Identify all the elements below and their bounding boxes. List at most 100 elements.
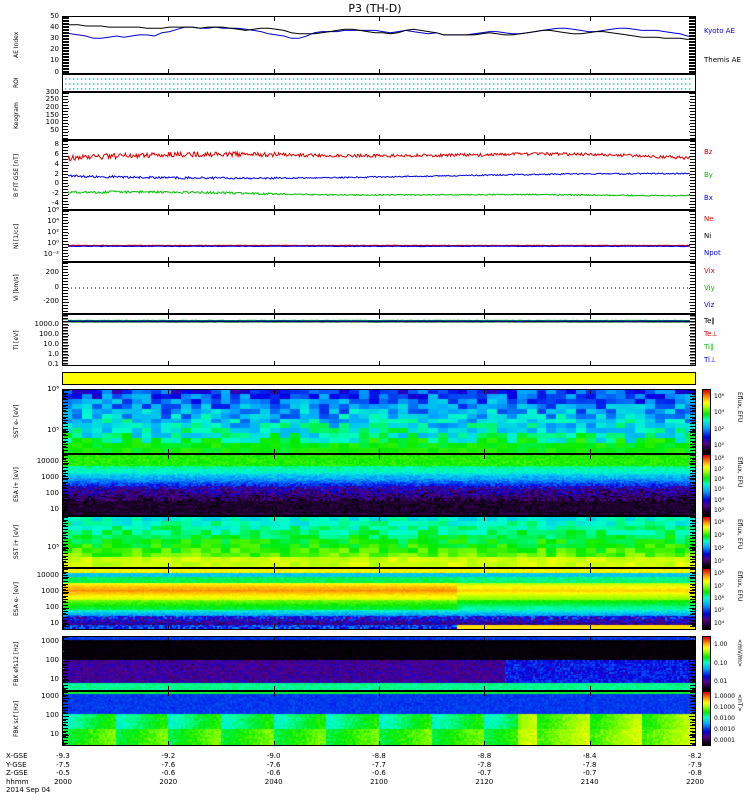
axis-row-value-hhmm-0: 2000 [54, 777, 72, 786]
ytick-label-b-fit-0: -4 [52, 198, 59, 207]
roi-dotted-lines [65, 78, 693, 90]
ytick-label-esa-e-2: 1000 [41, 586, 59, 595]
series-by [63, 172, 695, 181]
xtick-mark [273, 205, 275, 209]
xtick-mark [484, 69, 486, 73]
panel-ti [62, 314, 696, 366]
axis-row-value-x-gse-1: -9.2 [161, 752, 176, 760]
xtick-mark [484, 361, 486, 365]
ytick-label-esa-e-0: 10 [50, 618, 59, 627]
xtick-mark [589, 141, 591, 145]
axis-row-value-x-gse-5: -8.4 [582, 752, 597, 760]
ytick-label-fbk-scf-2: 1000 [41, 692, 59, 701]
xtick-mark [273, 263, 275, 267]
axis-row-value-x-gse-3: -8.8 [372, 752, 386, 760]
xtick-mark [484, 449, 486, 453]
colorbar-label-sst-e-3: 10⁶ [714, 393, 725, 401]
colorbar-label-esa-e-0: 10⁴ [714, 619, 725, 627]
ytick-label-esa-e-3: 10000 [36, 571, 59, 580]
xtick-mark [379, 141, 380, 145]
xtick-mark [168, 511, 170, 515]
colorbar-label-esa-e-4: 10⁸ [714, 570, 725, 578]
ytick-label-ae-index-3: 30 [50, 33, 59, 42]
xtick-mark [589, 17, 591, 21]
axis-row-value-y-gse-3: -7.7 [372, 760, 386, 769]
axis-row-value-x-gse-4: -8.8 [477, 752, 492, 760]
xtick-mark [695, 141, 696, 145]
legend-label-ti-2: Ti∥ [704, 342, 714, 351]
xtick-mark [168, 449, 170, 453]
xtick-mark [695, 309, 696, 313]
axis-row-value-y-gse-1: -7.6 [161, 760, 176, 769]
xtick-mark [168, 141, 170, 145]
colorbar-label-esa-i-5: 10⁸ [714, 455, 725, 463]
spectrogram-esa-i [63, 455, 695, 515]
panel-ae-index [62, 16, 696, 74]
panel-esa-i [62, 454, 696, 516]
xtick-mark [273, 69, 275, 73]
xtick-mark [695, 511, 696, 515]
xtick-mark [168, 93, 170, 97]
axis-row-value-x-gse-0: -9.3 [56, 752, 70, 760]
ytick-label-keogram-1: 100 [45, 118, 59, 127]
ytick-label-esa-i-3: 10000 [36, 457, 59, 466]
xtick-mark [484, 455, 486, 459]
ytick-label-fbk-scf-0: 10 [50, 729, 59, 738]
ti-traces [63, 319, 695, 323]
legend-label-b-fit-1: By [704, 171, 713, 179]
ytick-label-keogram-3: 200 [45, 102, 59, 111]
axis-tick-block [63, 211, 68, 261]
legend-label-ni-2: Npot [704, 249, 721, 258]
xtick-mark [168, 686, 170, 690]
colorbar-label-fbk-efs12-2: 1.00 [714, 641, 728, 649]
ytick-label-keogram-5: 300 [45, 87, 59, 96]
xtick-mark [484, 141, 486, 145]
axis-row-value-z-gse-1: -0.6 [161, 769, 176, 777]
xtick-mark [379, 17, 380, 21]
ytick-label-ti-1: 1.0 [47, 349, 59, 358]
spectrogram-sst-e [63, 390, 695, 453]
colorbar-gradient [703, 390, 710, 453]
panel-roi [62, 74, 696, 92]
ae-index-traces [63, 24, 695, 40]
xtick-mark [273, 625, 275, 629]
xtick-mark [589, 135, 591, 139]
xtick-mark [695, 361, 696, 365]
xtick-mark [695, 449, 696, 453]
xtick-mark [168, 625, 170, 629]
xtick-mark [273, 17, 275, 21]
colorbar-label-esa-e-3: 10⁷ [714, 582, 725, 590]
axis-tick-block [690, 93, 695, 139]
xtick-mark [379, 390, 380, 394]
colorbar-fbk-scf [702, 691, 711, 746]
axis-row-label-y-gse: Y-GSE [6, 760, 27, 769]
axis-row-value-z-gse-3: -0.6 [372, 769, 386, 777]
ytick-label-fbk-efs12-0: 10 [50, 674, 59, 683]
xtick-mark [273, 692, 275, 696]
axis-tick-block [63, 263, 68, 313]
ytick-label-fbk-scf-1: 100 [45, 710, 59, 719]
xtick-mark [695, 569, 696, 573]
panel-fbk-efs12 [62, 636, 696, 691]
xtick-mark [168, 17, 170, 21]
axis-row-value-hhmm-5: 2140 [580, 777, 599, 786]
xtick-mark [168, 69, 170, 73]
xtick-mark [695, 625, 696, 629]
ytick-label-fbk-efs12-1: 100 [45, 655, 59, 664]
colorbar-title-sst-e: Eflux, EFU [736, 392, 743, 423]
xtick-mark [484, 93, 486, 97]
xtick-mark [168, 257, 170, 261]
xtick-mark [484, 741, 486, 745]
xtick-mark [695, 263, 696, 267]
xtick-mark [589, 637, 591, 641]
xtick-mark [379, 205, 380, 209]
xtick-mark [695, 455, 696, 459]
colorbar-label-sst-i-0: 10⁰ [714, 557, 725, 565]
axis-tick-block [63, 455, 68, 515]
xtick-mark [273, 93, 275, 97]
axis-tick-block [63, 569, 68, 629]
axis-tick-block [690, 455, 695, 515]
xtick-mark [695, 17, 696, 21]
ytick-label-b-fit-4: 4 [54, 159, 59, 168]
xtick-mark [379, 569, 380, 573]
